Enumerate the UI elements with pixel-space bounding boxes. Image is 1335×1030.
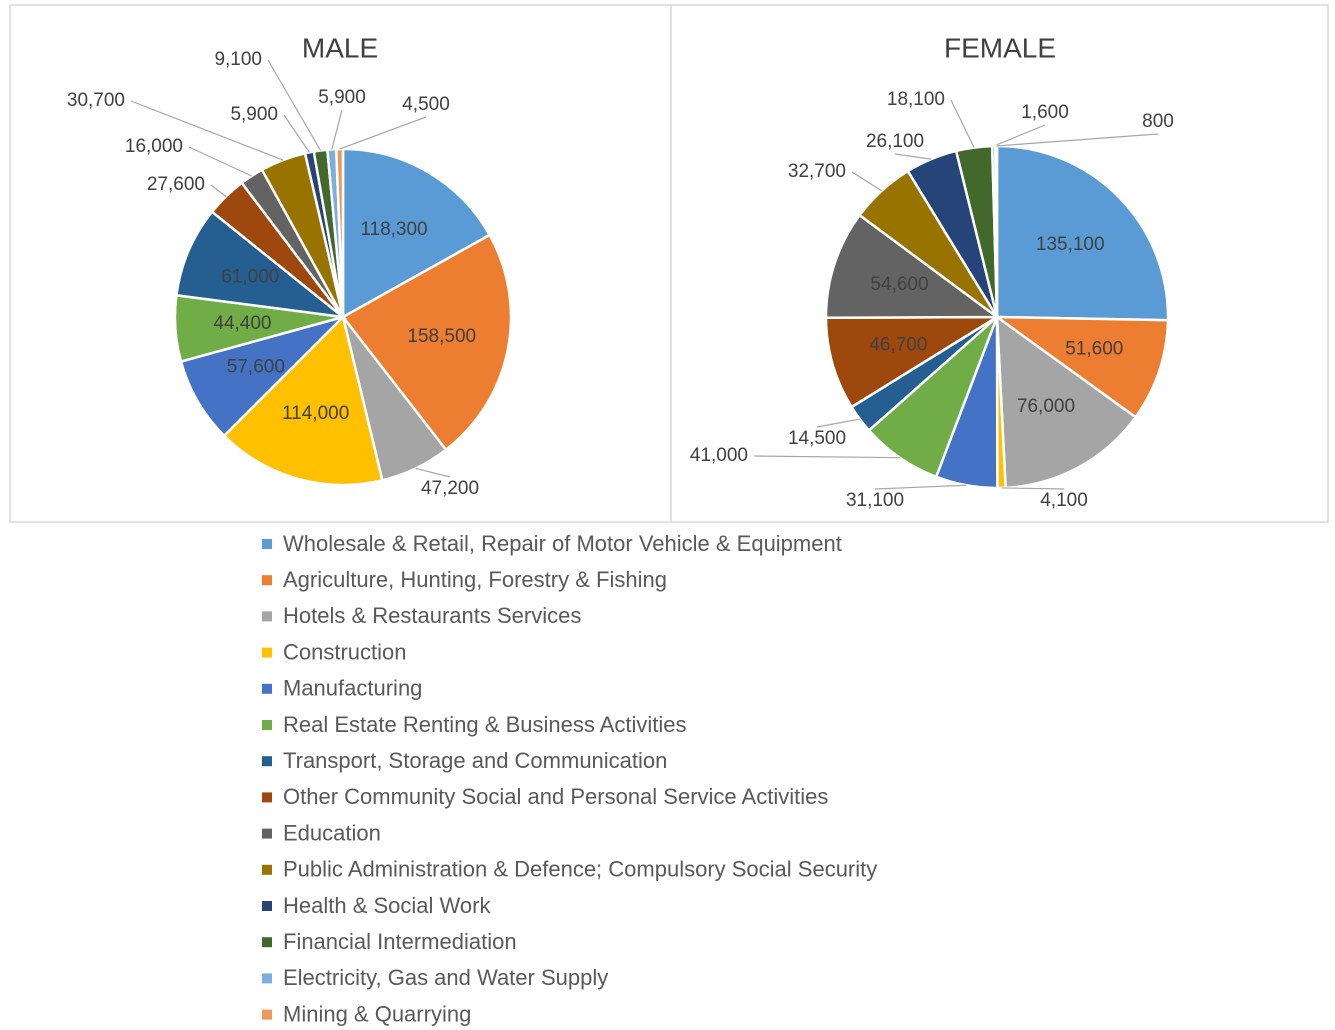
pie-slice [994, 144, 999, 318]
legend-swatch [262, 720, 272, 730]
legend-label: Construction [283, 639, 407, 664]
data-label: 158,500 [407, 326, 476, 347]
data-label: 800 [1142, 111, 1174, 132]
legend-swatch [262, 973, 272, 984]
data-label: 26,100 [866, 131, 924, 152]
pie-slice [222, 314, 384, 487]
pie-slice [993, 315, 1170, 419]
legend-label: Agriculture, Hunting, Forestry & Fishing [283, 567, 667, 592]
legend-label: Education [283, 820, 381, 845]
leader-line [339, 116, 427, 150]
legend-swatch [262, 647, 272, 658]
data-label: 5,900 [318, 87, 366, 108]
data-label: 41,000 [690, 445, 748, 466]
leader-line [993, 124, 1046, 147]
chart-frame [9, 4, 1329, 523]
legend-swatch [262, 756, 272, 767]
data-label: 51,600 [1065, 339, 1123, 360]
legend-label: Real Estate Renting & Business Activitie… [283, 712, 687, 737]
data-label: 135,100 [1036, 234, 1105, 255]
legend-swatch [262, 828, 272, 839]
leader-line [331, 109, 343, 150]
data-label: 54,600 [870, 274, 928, 295]
data-label: 61,000 [221, 266, 279, 287]
leader-line [130, 100, 284, 161]
pie-slice [341, 233, 513, 452]
data-label: 4,500 [402, 94, 450, 115]
pie-slice [341, 147, 492, 320]
pie-slice [179, 314, 348, 438]
leader-line [950, 99, 975, 148]
data-label: 14,500 [788, 428, 846, 449]
leader-line [874, 484, 967, 490]
leader-line [816, 418, 860, 428]
leader-line [894, 153, 932, 160]
data-label: 32,700 [788, 161, 846, 182]
data-label: 47,200 [421, 478, 479, 499]
legend-swatch [262, 575, 272, 586]
data-label: 118,300 [360, 219, 427, 240]
legend-label: Wholesale & Retail, Repair of Motor Vehi… [283, 531, 842, 556]
data-label: 30,700 [67, 90, 125, 111]
legend-label: Financial Intermediation [283, 929, 517, 954]
data-label: 1,600 [1021, 102, 1069, 123]
leader-line [210, 184, 227, 197]
data-label: 27,600 [147, 174, 205, 195]
leader-line [283, 114, 310, 153]
data-label: 9,100 [214, 49, 262, 70]
legend-swatch [262, 611, 272, 622]
leader-line [996, 133, 1159, 147]
pie-slice [995, 144, 1170, 322]
chart-title: FEMALE [944, 32, 1056, 63]
legend-swatch [262, 683, 272, 694]
pie-slice [824, 213, 1001, 320]
pie-slice [995, 314, 1138, 490]
leader-line [1001, 487, 1065, 490]
legend-swatch [262, 1009, 272, 1020]
data-label: 4,100 [1040, 490, 1088, 511]
data-label: 16,000 [125, 136, 183, 157]
data-label: 46,700 [869, 334, 927, 355]
data-label: 31,100 [846, 490, 904, 511]
legend-swatch [262, 901, 272, 911]
legend-label: Transport, Storage and Communication [283, 748, 667, 773]
legend-label: Other Community Social and Personal Serv… [283, 784, 828, 809]
pie-slice [175, 210, 348, 319]
leader-line [188, 146, 252, 177]
data-label: 5,900 [230, 104, 278, 125]
legend-label: Mining & Quarrying [283, 1001, 471, 1026]
legend-label: Hotels & Restaurants Services [283, 603, 581, 628]
data-label: 114,000 [282, 403, 349, 424]
legend-label: Electricity, Gas and Water Supply [283, 965, 608, 990]
leader-line [851, 171, 882, 192]
legend-label: Manufacturing [283, 676, 422, 701]
legend-label: Public Administration & Defence; Compuls… [283, 857, 877, 882]
legend-label: Health & Social Work [283, 893, 491, 918]
chart-title: MALE [302, 32, 378, 63]
leader-line [753, 455, 900, 459]
leader-line [415, 467, 451, 478]
legend-swatch [262, 539, 272, 549]
leader-line [267, 59, 322, 151]
legend-swatch [262, 864, 272, 875]
legend-swatch [262, 792, 272, 803]
data-label: 57,600 [227, 357, 285, 378]
legend-swatch [262, 937, 272, 948]
data-label: 76,000 [1017, 396, 1075, 417]
data-label: 18,100 [887, 89, 945, 110]
data-label: 44,400 [213, 313, 271, 334]
pie-slice [824, 315, 1002, 409]
